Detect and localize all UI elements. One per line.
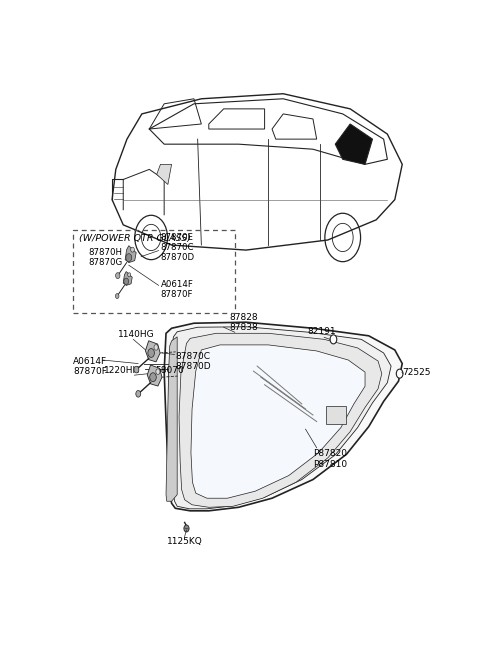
Polygon shape: [168, 327, 391, 509]
Circle shape: [126, 253, 132, 261]
Circle shape: [184, 525, 189, 532]
Text: 87870E
87870C
87870D: 87870E 87870C 87870D: [160, 233, 194, 263]
Text: 87828
87838: 87828 87838: [229, 313, 258, 332]
Text: 1220HH: 1220HH: [104, 365, 140, 375]
Circle shape: [131, 247, 134, 252]
Circle shape: [136, 390, 141, 397]
Circle shape: [115, 293, 119, 299]
Text: P87820
P87810: P87820 P87810: [313, 449, 347, 469]
Circle shape: [154, 345, 158, 350]
Polygon shape: [335, 124, 372, 164]
Circle shape: [156, 369, 160, 375]
Circle shape: [134, 366, 139, 373]
Circle shape: [150, 373, 156, 382]
Text: 87870H
87870G: 87870H 87870G: [88, 248, 122, 267]
Text: 82191: 82191: [307, 327, 336, 336]
Circle shape: [396, 369, 403, 378]
Text: 1125KQ: 1125KQ: [167, 536, 203, 546]
Circle shape: [330, 335, 337, 344]
Text: (W/POWER QTR GLASS): (W/POWER QTR GLASS): [79, 234, 191, 243]
Text: A0614F
87870F: A0614F 87870F: [160, 280, 193, 299]
Polygon shape: [147, 365, 162, 386]
Text: 72525: 72525: [402, 367, 431, 377]
Polygon shape: [179, 333, 382, 507]
Text: 1140HG: 1140HG: [118, 330, 154, 339]
Circle shape: [124, 278, 129, 285]
Text: 87870C
87870D: 87870C 87870D: [175, 352, 211, 371]
Circle shape: [116, 272, 120, 278]
Text: 58070: 58070: [155, 365, 184, 375]
Bar: [326, 406, 347, 424]
Text: A0614F
87870F: A0614F 87870F: [73, 357, 107, 377]
Polygon shape: [191, 345, 365, 498]
Circle shape: [128, 272, 131, 277]
Polygon shape: [125, 246, 136, 263]
Polygon shape: [164, 322, 402, 511]
Polygon shape: [166, 337, 177, 501]
Polygon shape: [145, 341, 160, 362]
Circle shape: [148, 348, 155, 358]
Polygon shape: [123, 272, 132, 286]
Polygon shape: [156, 164, 172, 185]
